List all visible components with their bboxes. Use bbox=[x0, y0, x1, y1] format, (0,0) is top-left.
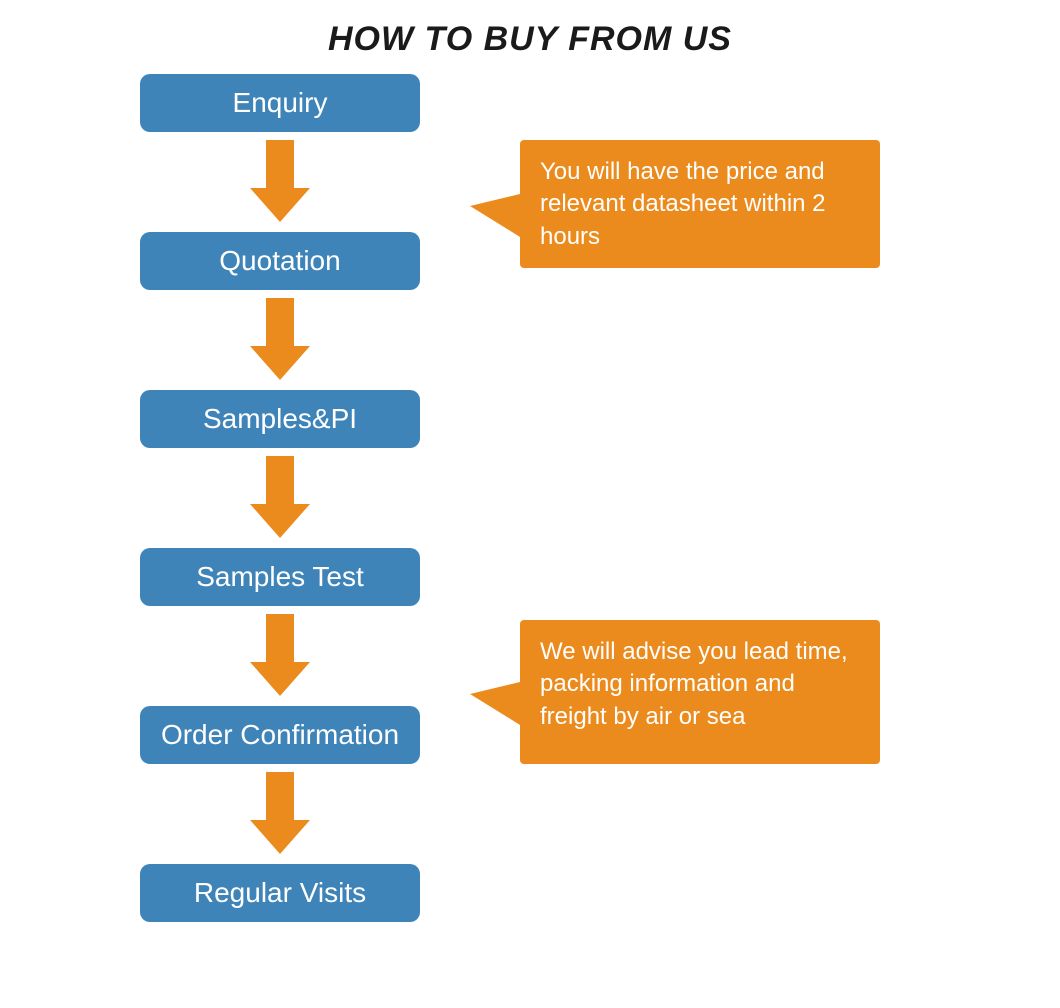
callout-text: You will have the price and relevant dat… bbox=[540, 158, 826, 250]
arrow-down-icon bbox=[250, 614, 310, 696]
step-samples-pi: Samples&PI bbox=[140, 390, 420, 448]
step-label: Enquiry bbox=[233, 87, 328, 119]
callout-tail-icon bbox=[470, 682, 520, 725]
arrow-down-icon bbox=[250, 140, 310, 222]
step-samples-test: Samples Test bbox=[140, 548, 420, 606]
step-label: Regular Visits bbox=[194, 877, 366, 909]
arrow-head-icon bbox=[250, 662, 310, 696]
step-quotation: Quotation bbox=[140, 232, 420, 290]
arrow-head-icon bbox=[250, 188, 310, 222]
callout-order-confirmation: We will advise you lead time, packing in… bbox=[520, 620, 880, 764]
arrow-shaft bbox=[266, 456, 294, 504]
arrow-down-icon bbox=[250, 456, 310, 538]
arrow-head-icon bbox=[250, 346, 310, 380]
arrow-head-icon bbox=[250, 820, 310, 854]
arrow-down-icon bbox=[250, 772, 310, 854]
callout-tail-icon bbox=[470, 194, 520, 237]
step-regular-visits: Regular Visits bbox=[140, 864, 420, 922]
step-enquiry: Enquiry bbox=[140, 74, 420, 132]
step-label: Samples Test bbox=[196, 561, 364, 593]
step-label: Order Confirmation bbox=[161, 719, 399, 751]
arrow-down-icon bbox=[250, 298, 310, 380]
arrow-shaft bbox=[266, 614, 294, 662]
arrow-head-icon bbox=[250, 504, 310, 538]
arrow-shaft bbox=[266, 772, 294, 820]
step-order-confirmation: Order Confirmation bbox=[140, 706, 420, 764]
step-label: Quotation bbox=[219, 245, 340, 277]
callout-quotation: You will have the price and relevant dat… bbox=[520, 140, 880, 268]
arrow-shaft bbox=[266, 298, 294, 346]
diagram-title: HOW TO BUY FROM US bbox=[0, 20, 1060, 59]
step-label: Samples&PI bbox=[203, 403, 357, 435]
arrow-shaft bbox=[266, 140, 294, 188]
callout-text: We will advise you lead time, packing in… bbox=[540, 638, 848, 730]
